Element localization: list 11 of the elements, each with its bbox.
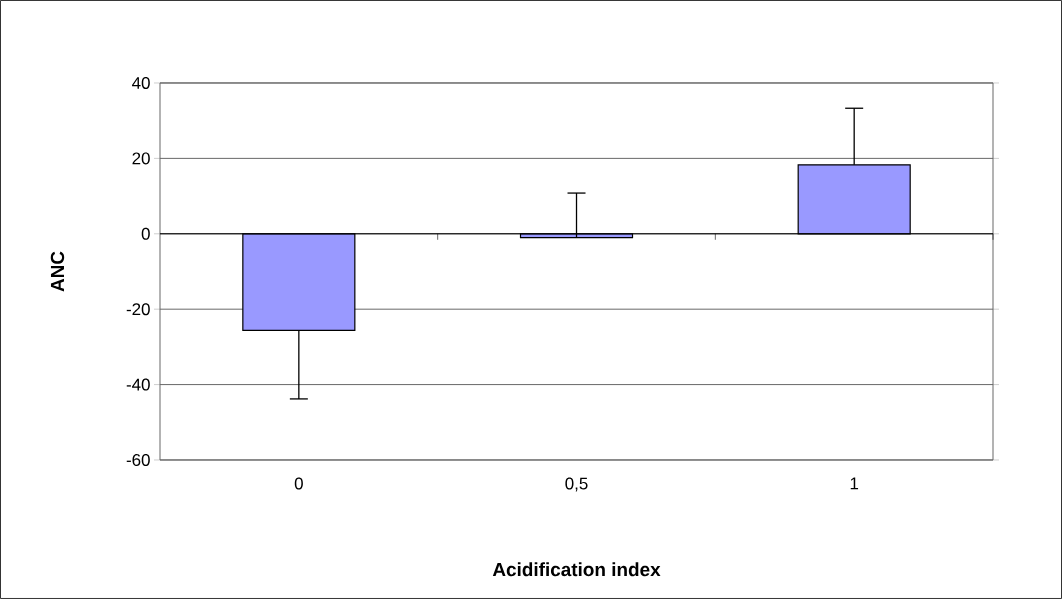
- y-tick-label: 40: [132, 76, 150, 89]
- x-tick-label: 1: [850, 477, 859, 490]
- x-tick-label: 0,5: [565, 477, 588, 492]
- y-axis-title: ANC: [50, 251, 65, 292]
- y-tick-label: -40: [126, 378, 150, 391]
- y-tick-label: -60: [126, 453, 150, 466]
- y-tick-label: -20: [126, 303, 150, 316]
- y-tick-label: 0: [141, 227, 150, 240]
- x-tick-label: 0: [294, 477, 303, 490]
- x-axis-title: Acidification index: [492, 562, 661, 577]
- y-tick-label: 20: [132, 152, 150, 165]
